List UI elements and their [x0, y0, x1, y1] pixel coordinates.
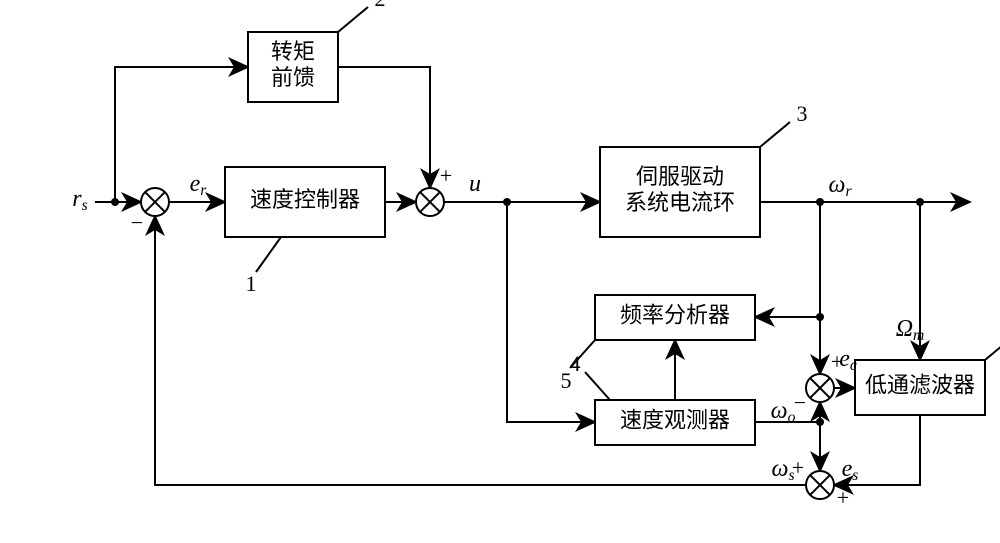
- summer-s1: [141, 188, 169, 216]
- block-speed_controller: 速度控制器 1: [225, 167, 385, 296]
- block-lpf: 低通滤波器6: [855, 314, 1000, 415]
- block-current_loop: 伺服驱动系统电流环 3: [600, 101, 808, 237]
- callout-number: 1: [246, 271, 257, 296]
- junction-dot: [916, 198, 924, 206]
- var-wo: ωo: [771, 398, 796, 426]
- block-diagram: 速度控制器1转矩前馈2伺服驱动系统电流环3频率分析器5速度观测器4低通滤波器6−…: [0, 0, 1000, 543]
- junction-dot: [503, 198, 511, 206]
- summer-s3: [806, 374, 834, 402]
- block-label: 速度控制器: [250, 187, 360, 212]
- wire: [507, 202, 595, 422]
- var-rs: rs: [72, 186, 87, 214]
- block-label: 伺服驱动: [636, 164, 724, 189]
- var-wr: ωr: [828, 172, 852, 200]
- sign-s4_right_plus: +: [837, 485, 849, 510]
- junction-dot: [816, 313, 824, 321]
- block-speed_observer: 速度观测器 4: [570, 351, 756, 445]
- callout-leader: [760, 122, 790, 147]
- callout-number: 2: [375, 0, 386, 11]
- callout-leader: [985, 335, 1000, 360]
- junction-dot: [111, 198, 119, 206]
- var-u: u: [469, 171, 481, 197]
- var-ec: ec: [839, 346, 857, 374]
- block-label: 低通滤波器: [865, 373, 975, 398]
- var-er: er: [190, 171, 208, 199]
- block-label: 频率分析器: [620, 303, 730, 328]
- block-label: 前馈: [271, 65, 315, 90]
- callout-leader: [256, 237, 281, 272]
- callout-leader: [338, 7, 368, 32]
- callout-number: 4: [570, 351, 581, 376]
- callout-leader: [585, 372, 610, 400]
- block-label: 速度观测器: [620, 408, 730, 433]
- block-torque_ff: 转矩前馈 2: [248, 0, 386, 102]
- block-label: 转矩: [271, 39, 315, 64]
- summer-s4: [806, 471, 834, 499]
- callout-number: 3: [797, 101, 808, 126]
- summer-s2: [416, 188, 444, 216]
- sign-s3_left_minus: −: [794, 390, 806, 415]
- block-label: 系统电流环: [625, 190, 735, 215]
- sign-s1_top_minus: −: [131, 210, 143, 235]
- junction-dot: [816, 198, 824, 206]
- sign-s2_top_plus: +: [440, 163, 452, 188]
- junction-dot: [816, 418, 824, 426]
- var-es: es: [842, 456, 859, 484]
